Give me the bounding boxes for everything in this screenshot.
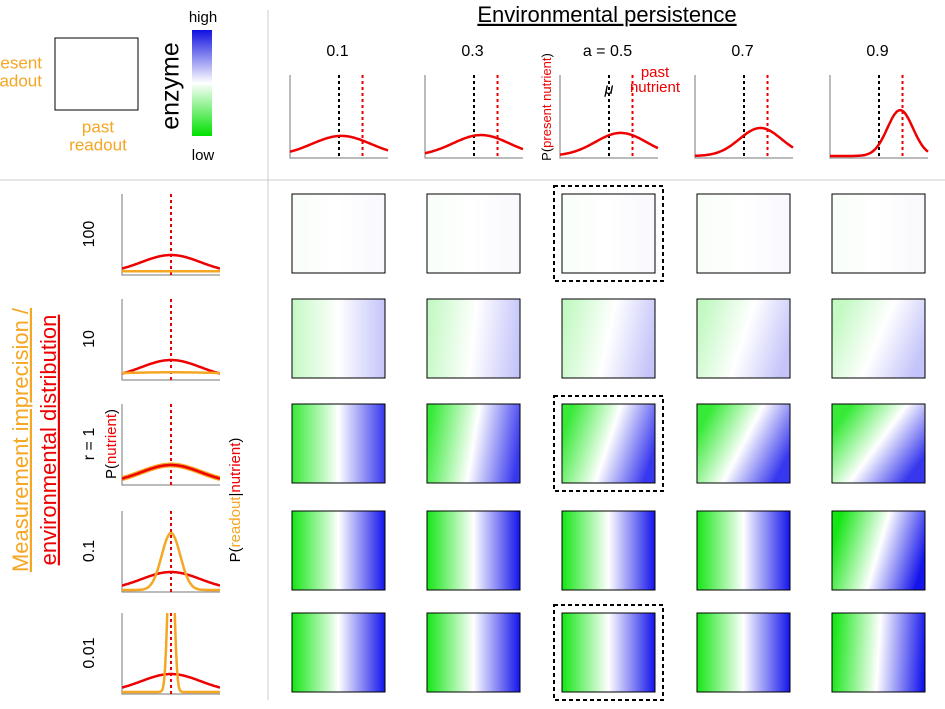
heatmap (291, 193, 386, 274)
heatmap (561, 298, 656, 379)
heatmap (426, 510, 521, 591)
legend-label: readout (0, 71, 42, 90)
readout-curve (122, 613, 220, 694)
heatmap (426, 403, 521, 484)
nutrient-curve (122, 570, 220, 587)
colorbar-title: enzyme (157, 42, 185, 130)
heatmap (696, 298, 791, 379)
heatmap (696, 193, 791, 274)
highlight-box (553, 395, 664, 492)
axis-label-part: P( (227, 547, 244, 562)
highlight-box (553, 604, 664, 701)
axis (121, 194, 220, 276)
heatmap (831, 612, 926, 693)
row-title: Measurement imprecision / (8, 307, 33, 572)
legend-label: readout (69, 135, 127, 154)
column-label: a = 0.5 (583, 43, 632, 60)
heatmap (831, 403, 926, 484)
row-label: r = 1 (81, 428, 98, 461)
heatmap (561, 193, 656, 274)
heatmap (561, 510, 656, 591)
column-title: Environmental persistence (477, 2, 736, 27)
colorbar (192, 30, 212, 136)
nutrient-curve (122, 253, 220, 270)
axis-label-part: P( (103, 464, 120, 479)
heatmap (831, 193, 926, 274)
axis (829, 75, 928, 159)
distribution-curve (424, 133, 524, 155)
axis-label: P(nutrient) (103, 409, 120, 479)
row-label: 10 (81, 330, 98, 348)
axis-label-part: nutrient (103, 413, 120, 464)
axis (289, 75, 388, 159)
axis-label-part: | (227, 493, 244, 497)
heatmap (561, 612, 656, 693)
legend-label: past (82, 117, 114, 136)
readout-curve (122, 531, 220, 592)
colorbar-label: high (189, 9, 217, 26)
axis (121, 511, 220, 593)
axis (559, 75, 658, 159)
axis (121, 404, 220, 486)
heatmap (426, 298, 521, 379)
past-label: nutrient (630, 79, 681, 96)
row-label: 100 (81, 221, 98, 248)
colorbar-label: low (192, 147, 215, 164)
heatmap (426, 193, 521, 274)
heatmap (291, 403, 386, 484)
heatmap (696, 403, 791, 484)
axis-label-part: P( (539, 147, 554, 161)
column-label: 0.7 (731, 43, 753, 60)
distribution-curve (289, 134, 389, 153)
axis (694, 75, 793, 159)
row-label: 0.1 (81, 540, 98, 562)
row-label: 0.01 (81, 637, 98, 668)
heatmap (831, 298, 926, 379)
legend-box (54, 37, 139, 111)
readout-curve (122, 371, 220, 375)
heatmap (831, 510, 926, 591)
heatmap (696, 612, 791, 693)
distribution-curve (830, 108, 929, 158)
heatmap (291, 612, 386, 693)
distribution-curve (559, 131, 659, 156)
row-title: environmental distribution (36, 315, 61, 566)
heatmap (696, 510, 791, 591)
highlight-box (553, 185, 664, 282)
heatmap (561, 403, 656, 484)
axis-label: P(present nutrient) (539, 53, 554, 161)
axis (121, 299, 220, 381)
heatmap (291, 298, 386, 379)
heatmap (291, 510, 386, 591)
past-label: past (641, 64, 670, 81)
axis-label-part: nutrient (227, 442, 244, 493)
axis (121, 613, 220, 695)
column-label: 0.3 (461, 43, 483, 60)
axis-label: P(readout|nutrient) (227, 438, 244, 563)
column-label: 0.1 (326, 43, 348, 60)
axis-label-part: ) (539, 53, 554, 57)
column-label: 0.9 (866, 43, 888, 60)
legend-label: present (0, 53, 42, 72)
nutrient-curve (122, 463, 220, 480)
axis (424, 75, 523, 159)
axis-label-part: ) (227, 438, 244, 443)
nutrient-curve (122, 358, 220, 375)
distribution-curve (694, 126, 794, 158)
axis-label-part: readout (227, 496, 244, 548)
nutrient-curve (122, 672, 220, 689)
axis-label-part: ) (103, 409, 120, 414)
heatmap (426, 612, 521, 693)
axis-label-part: present nutrient (539, 57, 554, 148)
